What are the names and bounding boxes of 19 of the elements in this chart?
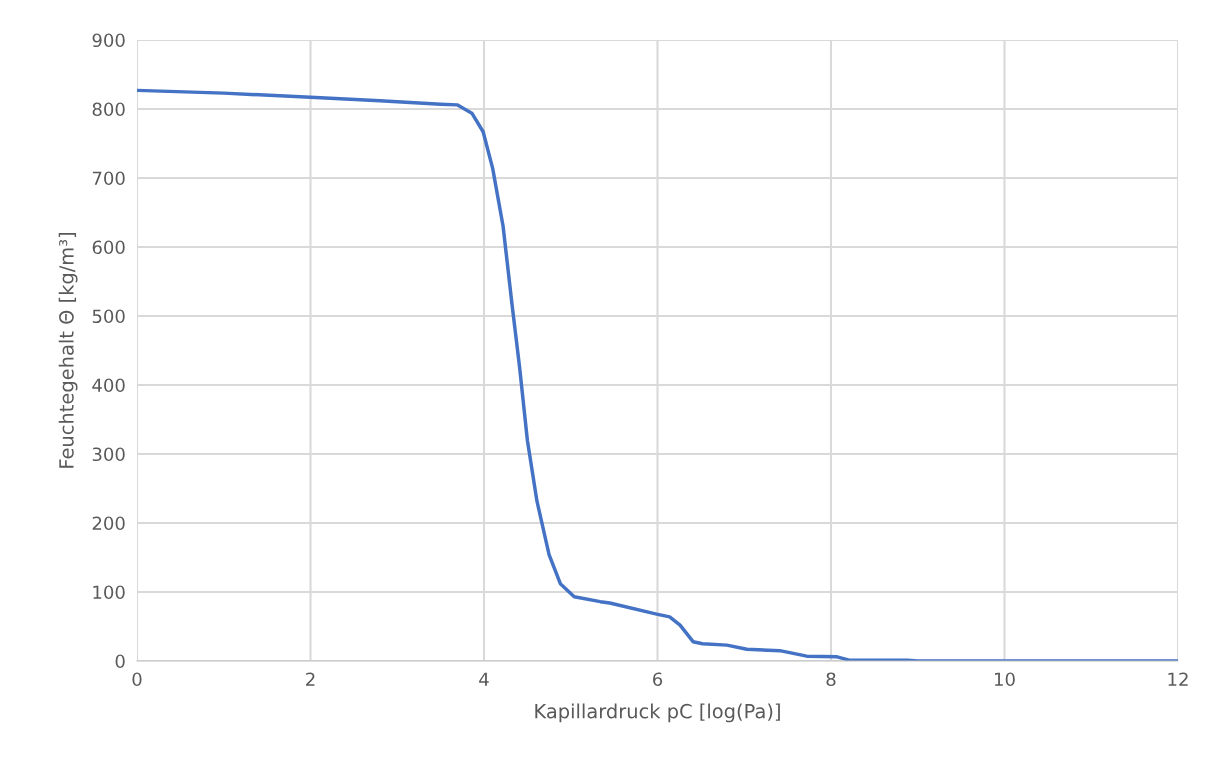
x-tick-label: 6: [653, 672, 663, 687]
x-tick-label: 4: [479, 672, 489, 686]
x-tick-label: 12: [1168, 672, 1188, 686]
y-axis-title: Feuchtegehalt Θ [kg/m³]: [58, 233, 78, 468]
y-tick-label: 100: [93, 585, 125, 600]
x-tick-label: 8: [826, 672, 836, 687]
y-tick-label: 800: [92, 102, 125, 117]
x-tick-label: 2: [306, 672, 315, 686]
y-tick-label: 900: [92, 33, 125, 48]
x-axis-title: Kapillardruck pC [log(Pa)]: [535, 703, 780, 723]
x-tick-label: 0: [132, 672, 142, 687]
y-tick-label: 400: [92, 378, 125, 393]
y-tick-label: 700: [92, 171, 125, 186]
y-tick-label: 0: [115, 654, 125, 669]
y-tick-label: 300: [92, 447, 125, 462]
x-tick-label: 10: [995, 672, 1015, 687]
y-tick-label: 200: [92, 516, 125, 531]
y-tick-label: 600: [92, 240, 125, 255]
y-tick-label: 500: [92, 309, 125, 324]
